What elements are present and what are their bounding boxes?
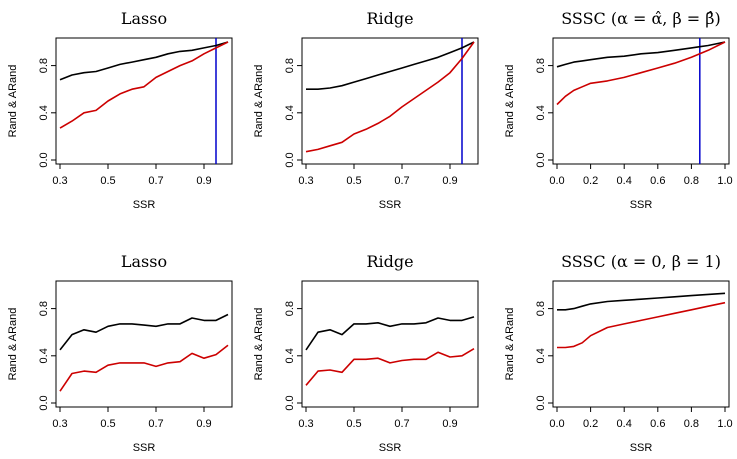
series-line-rand (305, 316, 475, 351)
x-tick-label: 0.8 (684, 418, 699, 430)
series-line-arand (305, 41, 475, 153)
series-line-arand (556, 41, 726, 106)
x-tick-label: 0.3 (298, 418, 313, 430)
y-tick-label: 0.0 (535, 395, 547, 410)
y-tick-label: 0.0 (535, 152, 547, 167)
y-axis-label: Rand & ARand (504, 65, 516, 138)
x-tick-label: 0.0 (549, 418, 564, 430)
x-tick-label: 0.4 (617, 175, 632, 187)
y-tick-label: 0.4 (535, 105, 547, 120)
y-tick-label: 0.0 (284, 395, 296, 410)
series-line-rand (59, 41, 229, 81)
x-tick-label: 0.6 (650, 175, 665, 187)
y-tick-label: 0.8 (284, 301, 296, 316)
x-tick-label: 0.7 (148, 175, 163, 187)
chart-title: Ridge (366, 252, 413, 271)
chart-panel-3: SSSC (α = α̂, β = β̂) 0.0 0.2 0.4 0.6 0.8 1.0 0… (504, 9, 733, 211)
plot-frame (552, 280, 730, 408)
y-tick-label: 0.4 (284, 348, 296, 363)
y-tick-label: 0.4 (38, 105, 50, 120)
y-tick-label: 0.8 (535, 58, 547, 73)
y-axis-label: Rand & ARand (7, 308, 19, 381)
y-axis-label: Rand & ARand (504, 308, 516, 381)
x-axis-label: SSR (630, 199, 653, 211)
y-tick-label: 0.0 (38, 152, 50, 167)
y-tick-label: 0.0 (38, 395, 50, 410)
y-tick-label: 0.8 (535, 301, 547, 316)
series-line-arand (59, 344, 229, 392)
x-tick-label: 0.2 (583, 418, 598, 430)
x-axis-label: SSR (133, 442, 156, 454)
x-axis-label: SSR (379, 199, 402, 211)
x-tick-label: 0.0 (549, 175, 564, 187)
chart-title: SSSC (α = 0, β = 1) (561, 252, 721, 271)
x-tick-label: 0.5 (100, 418, 115, 430)
series-line-rand (556, 41, 726, 68)
y-axis-label: Rand & ARand (253, 308, 265, 381)
x-tick-label: 0.2 (583, 175, 598, 187)
y-tick-label: 0.4 (535, 348, 547, 363)
y-tick-label: 0.8 (284, 58, 296, 73)
x-tick-label: 1.0 (717, 175, 732, 187)
series-line-arand (557, 301, 726, 349)
series-line-rand (557, 292, 726, 311)
y-tick-label: 0.8 (38, 301, 50, 316)
y-tick-label: 0.4 (38, 348, 50, 363)
plot-frame (55, 37, 233, 165)
x-tick-label: 0.7 (394, 175, 409, 187)
x-tick-label: 0.8 (684, 175, 699, 187)
series-line-rand (306, 41, 475, 90)
x-tick-label: 0.9 (442, 175, 457, 187)
plot-frame (55, 280, 233, 408)
x-tick-label: 0.3 (52, 418, 67, 430)
x-tick-label: 0.7 (148, 418, 163, 430)
x-axis-label: SSR (133, 199, 156, 211)
x-tick-label: 0.5 (346, 175, 361, 187)
chart-panel-4: Lasso 0.3 0.5 0.7 0.9 0.0 0.4 0.8 SSR Rand & ARan… (7, 252, 233, 454)
chart-panel-2: Ridge 0.3 0.5 0.7 0.9 0.0 0.4 0.8 SSR Rand & ARan… (253, 9, 479, 211)
x-tick-label: 0.3 (298, 175, 313, 187)
x-tick-label: 0.9 (442, 418, 457, 430)
chart-title: Lasso (121, 252, 167, 271)
x-tick-label: 1.0 (717, 418, 732, 430)
x-tick-label: 0.4 (617, 418, 632, 430)
chart-title: SSSC (α = α̂, β = β̂) (561, 9, 721, 28)
x-tick-label: 0.3 (52, 175, 67, 187)
chart-panel-6: SSSC (α = 0, β = 1) 0.0 0.2 0.4 0.6 0.8 1.0 0.0… (504, 252, 733, 454)
x-tick-label: 0.5 (346, 418, 361, 430)
y-tick-label: 0.4 (284, 105, 296, 120)
chart-title: Ridge (366, 9, 413, 28)
series-line-rand (59, 313, 229, 351)
x-tick-label: 0.9 (196, 175, 211, 187)
x-tick-label: 0.5 (100, 175, 115, 187)
x-tick-label: 0.9 (196, 418, 211, 430)
plot-frame (301, 37, 479, 165)
chart-panel-5: Ridge 0.3 0.5 0.7 0.9 0.0 0.4 0.8 SSR Rand & ARan… (253, 252, 479, 454)
y-axis-label: Rand & ARand (7, 65, 19, 138)
x-axis-label: SSR (630, 442, 653, 454)
x-axis-label: SSR (379, 442, 402, 454)
chart-panel-1: Lasso 0.3 0.5 0.7 0.9 0.0 0.4 0.8 SSR Rand & ARan… (7, 9, 233, 211)
x-tick-label: 0.6 (650, 418, 665, 430)
series-line-arand (305, 348, 475, 386)
series-line-arand (59, 41, 229, 129)
chart-title: Lasso (121, 9, 167, 28)
y-axis-label: Rand & ARand (253, 65, 265, 138)
plot-frame (301, 280, 479, 408)
plot-frame (552, 37, 730, 165)
x-tick-label: 0.7 (394, 418, 409, 430)
y-tick-label: 0.8 (38, 58, 50, 73)
y-tick-label: 0.0 (284, 152, 296, 167)
